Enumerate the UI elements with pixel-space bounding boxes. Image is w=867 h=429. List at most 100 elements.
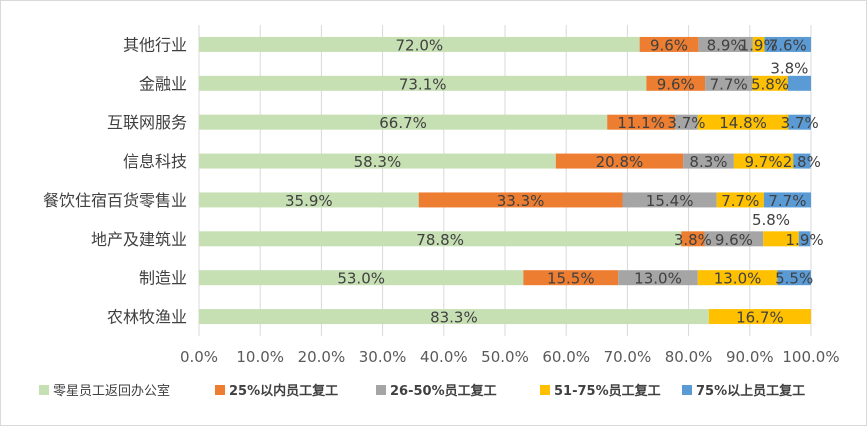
x-tick-label: 70.0%: [604, 348, 652, 366]
bar-segment: [555, 153, 684, 169]
x-tick-label: 10.0%: [236, 348, 284, 366]
data-label: 3.8%: [770, 59, 808, 77]
data-label: 7.7%: [768, 192, 806, 210]
legend-label: 75%以上员工复工: [696, 383, 805, 399]
legend-swatch: [215, 385, 225, 395]
bar-segment: [683, 153, 734, 169]
data-label: 7.6%: [769, 36, 807, 54]
bar-segment: [622, 192, 717, 208]
data-label: 78.8%: [416, 231, 464, 249]
bar-segment: [777, 270, 811, 286]
data-label: 1.9%: [740, 36, 778, 54]
x-tick-label: 30.0%: [359, 348, 407, 366]
data-label: 2.8%: [783, 153, 821, 171]
x-tick-label: 0.0%: [180, 348, 218, 366]
data-label: 3.7%: [781, 114, 819, 132]
category-label: 金融业: [139, 74, 187, 93]
data-label: 8.9%: [707, 36, 745, 54]
data-label: 8.3%: [689, 153, 727, 171]
data-label: 7.7%: [721, 192, 759, 210]
x-tick-label: 40.0%: [420, 348, 468, 366]
bar-segment: [418, 192, 623, 208]
x-tick-label: 80.0%: [665, 348, 713, 366]
bar-segment: [708, 309, 811, 325]
category-label: 信息科技: [123, 152, 187, 171]
legend-swatch: [682, 385, 692, 395]
data-label: 3.7%: [667, 114, 705, 132]
bar-segment: [793, 153, 811, 169]
category-label: 制造业: [139, 269, 187, 288]
data-label: 66.7%: [379, 114, 427, 132]
bar-segment: [675, 114, 698, 130]
data-label: 83.3%: [430, 309, 478, 327]
data-labels: 72.0% 9.6% 8.9%1.9%7.6%73.1% 9.6% 7.7% 5.8%3.…: [285, 36, 824, 326]
bar-segment: [607, 114, 676, 130]
bar-segment: [199, 270, 524, 286]
bar-segment: [199, 75, 647, 91]
bar-segment: [763, 192, 811, 208]
bar-segment: [787, 75, 811, 91]
bar-segment: [681, 231, 705, 247]
legend-swatch: [540, 385, 550, 395]
data-label: 35.9%: [285, 192, 333, 210]
bars: [199, 36, 811, 325]
data-label: 15.4%: [646, 192, 694, 210]
category-label: 互联网服务: [107, 113, 187, 132]
legend-swatch: [39, 385, 49, 395]
category-label: 地产及建筑业: [91, 230, 187, 249]
bar-segment: [639, 36, 699, 52]
data-label: 1.9%: [786, 231, 824, 249]
gridlines: [198, 25, 812, 336]
category-label: 餐饮住宿百货零售业: [43, 191, 187, 210]
bar-segment: [752, 36, 765, 52]
bar-segment: [646, 75, 706, 91]
data-label: 3.8%: [674, 231, 712, 249]
legend-label: 25%以内员工复工: [229, 383, 338, 399]
data-label: 5.8%: [751, 75, 789, 93]
legend-label: 51-75%员工复工: [554, 383, 661, 399]
data-label: 16.7%: [736, 309, 784, 327]
bar-segment: [763, 231, 799, 247]
data-label: 14.8%: [719, 114, 767, 132]
bar-segment: [788, 114, 811, 130]
bar-segment: [199, 309, 709, 325]
bar-segment: [716, 192, 764, 208]
data-label: 5.8%: [752, 211, 790, 229]
bar-segment: [705, 75, 753, 91]
bar-segment: [199, 192, 419, 208]
data-label: 58.3%: [354, 153, 402, 171]
x-tick-label: 90.0%: [726, 348, 774, 366]
legend-swatch: [376, 385, 386, 395]
bar-segment: [199, 36, 640, 52]
data-label: 20.8%: [596, 153, 644, 171]
data-label: 13.0%: [634, 270, 682, 288]
bar-segment: [199, 153, 556, 169]
x-tick-label: 50.0%: [481, 348, 529, 366]
bar-segment: [733, 153, 794, 169]
data-label: 73.1%: [399, 75, 447, 93]
data-label: 72.0%: [395, 36, 443, 54]
legend: 零星员工返回办公室 25%以内员工复工 26-50%员工复工 51-75%员工复工 75…: [39, 383, 805, 399]
bar-segment: [752, 75, 788, 91]
data-label: 9.6%: [715, 231, 753, 249]
category-label: 农林牧渔业: [107, 308, 187, 327]
data-label: 13.0%: [714, 270, 762, 288]
data-label: 7.7%: [710, 75, 748, 93]
legend-label: 零星员工返回办公室: [53, 383, 170, 399]
data-label: 9.6%: [657, 75, 695, 93]
legend-label: 26-50%员工复工: [390, 383, 497, 399]
bar-segment: [199, 114, 608, 130]
bar-segment: [764, 36, 811, 52]
bar-segment: [618, 270, 698, 286]
x-tick-labels: 0.0% 10.0% 20.0% 30.0% 40.0% 50.0% 60.0% 70.0% 8…: [180, 348, 840, 366]
bar-segment: [704, 231, 764, 247]
data-label: 9.6%: [650, 36, 688, 54]
x-tick-label: 20.0%: [298, 348, 346, 366]
bar-segment: [697, 270, 778, 286]
data-label: 11.1%: [617, 114, 665, 132]
x-tick-label: 100.0%: [782, 348, 839, 366]
data-label: 15.5%: [547, 270, 595, 288]
